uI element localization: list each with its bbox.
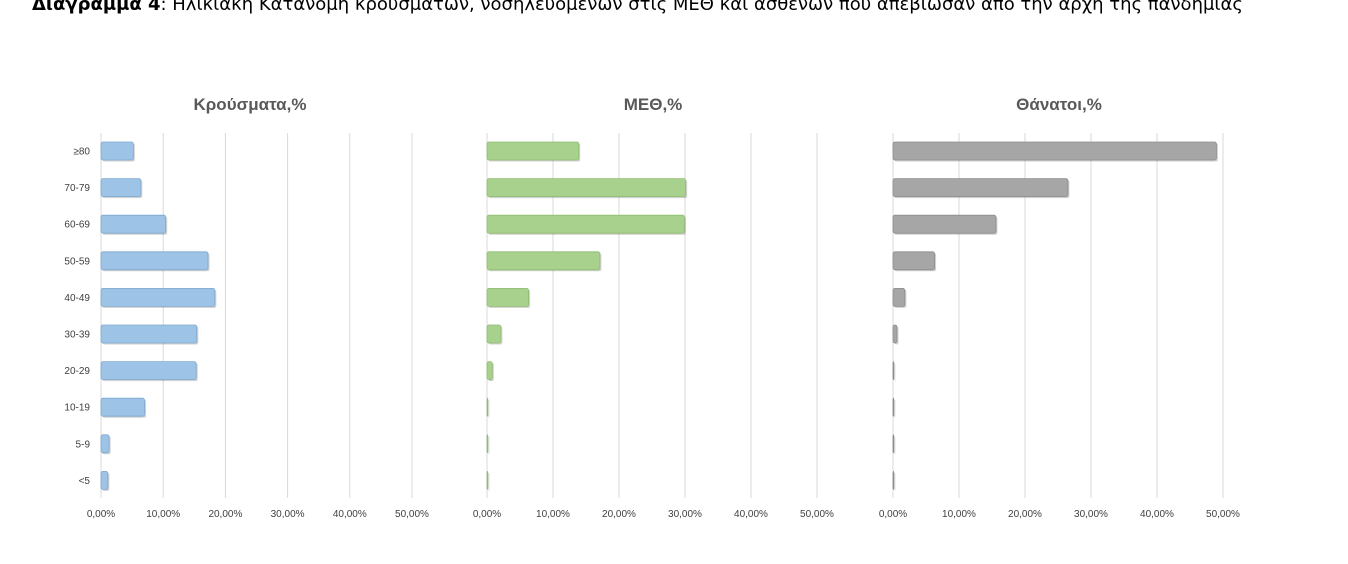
bar [486, 178, 687, 198]
bar [486, 361, 493, 381]
bar [892, 141, 1217, 161]
x-tick-label: 20,00% [602, 509, 636, 520]
x-tick-label: 10,00% [942, 509, 976, 520]
x-tick-label: 0,00% [473, 509, 501, 520]
caption-label: Διάγραμμα 4 [32, 0, 161, 15]
bar-shadow [894, 399, 896, 418]
y-tick-label: 50-59 [64, 256, 90, 267]
y-tick-label: 10-19 [64, 403, 90, 414]
bar [892, 251, 935, 271]
bar [100, 361, 197, 381]
y-tick-label: 30-39 [64, 330, 90, 341]
bar [486, 397, 489, 417]
bar [892, 324, 898, 344]
chart-3: Θάνατοι,% 0,00% 10,00% 20,00% 30,00% 40,00% 50… [879, 95, 1240, 520]
bar [892, 470, 895, 490]
bar [100, 214, 167, 234]
x-tick-label: 40,00% [333, 509, 367, 520]
bar [892, 361, 895, 381]
bar [100, 287, 216, 307]
x-tick-label: 20,00% [208, 509, 242, 520]
y-tick-label: 5-9 [76, 439, 91, 450]
bar-shadow [894, 436, 896, 455]
bar [486, 141, 580, 161]
chart-title: Θάνατοι,% [1016, 95, 1102, 114]
chart-1: Κρούσματα,% 0,00% 10,00% 20,00% 30,00% 40,00%… [64, 95, 429, 520]
bar-shadow [488, 399, 490, 418]
bar [892, 397, 895, 417]
bar [486, 470, 489, 490]
x-tick-label: 40,00% [1140, 509, 1174, 520]
bar [486, 251, 601, 271]
bar [486, 434, 489, 454]
chart-2: ΜΕΘ,% 0,00% 10,00% 20,00% 30,00% 40,00% 50,00% [473, 95, 834, 520]
x-tick-label: 10,00% [536, 509, 570, 520]
x-tick-label: 40,00% [734, 509, 768, 520]
x-tick-label: 50,00% [395, 509, 429, 520]
y-tick-label: 70-79 [64, 183, 90, 194]
bar [892, 287, 906, 307]
chart-title: Κρούσματα,% [194, 95, 307, 114]
bar [100, 178, 142, 198]
y-tick-label: ≥80 [73, 147, 90, 158]
y-tick-label: 40-49 [64, 293, 90, 304]
x-tick-label: 30,00% [271, 509, 305, 520]
chart-title: ΜΕΘ,% [624, 95, 683, 114]
bar-shadow [894, 363, 896, 382]
bar [486, 214, 685, 234]
x-tick-label: 30,00% [1074, 509, 1108, 520]
x-tick-label: 0,00% [87, 509, 115, 520]
bar [892, 434, 895, 454]
bar [486, 324, 502, 344]
bar [100, 470, 109, 490]
bar [100, 397, 145, 417]
bar-shadow [488, 436, 490, 455]
bar-shadow [894, 472, 896, 491]
bar [100, 251, 209, 271]
x-tick-label: 50,00% [800, 509, 834, 520]
y-tick-label: 20-29 [64, 366, 90, 377]
x-tick-label: 30,00% [668, 509, 702, 520]
y-tick-label: 60-69 [64, 220, 90, 231]
bar-shadow [488, 472, 490, 491]
x-tick-label: 10,00% [146, 509, 180, 520]
caption-text: : Ηλικιακή Κατανομή κρουσμάτων, νοσηλευό… [160, 0, 1243, 15]
x-tick-label: 0,00% [879, 509, 907, 520]
bar [486, 287, 529, 307]
bar [892, 214, 997, 234]
bar [100, 324, 198, 344]
figure-caption: Διάγραμμα 4: Ηλικιακή Κατανομή κρουσμάτω… [32, 0, 1243, 15]
bar [100, 434, 110, 454]
x-tick-label: 50,00% [1206, 509, 1240, 520]
bar [100, 141, 134, 161]
y-tick-label: <5 [79, 476, 91, 487]
bar [892, 178, 1069, 198]
x-tick-label: 20,00% [1008, 509, 1042, 520]
